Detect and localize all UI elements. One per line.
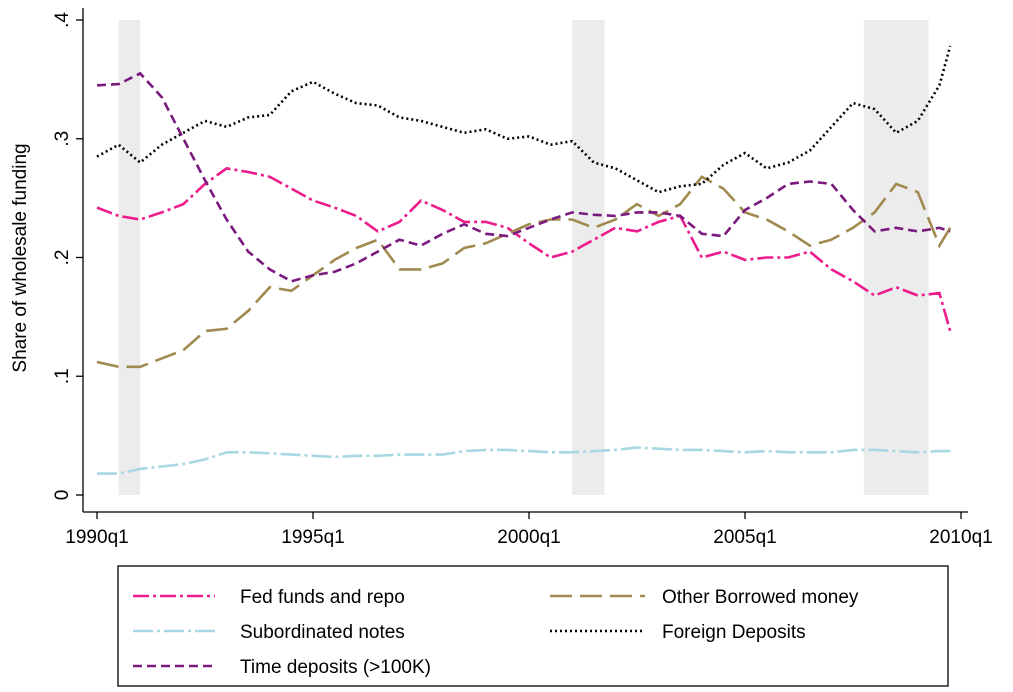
legend-box bbox=[117, 565, 949, 687]
shaded-period bbox=[118, 20, 141, 495]
series-line bbox=[96, 71, 951, 283]
legend-label: Fed funds and repo bbox=[240, 587, 405, 608]
y-tick-label: 0 bbox=[52, 490, 73, 501]
y-tick-label: .1 bbox=[52, 368, 73, 384]
series-line bbox=[97, 446, 951, 475]
series-line bbox=[96, 175, 952, 369]
shaded-period bbox=[863, 20, 929, 495]
shaded-period bbox=[572, 20, 605, 495]
x-tick-label: 1990q1 bbox=[65, 527, 128, 548]
x-tick-label: 2000q1 bbox=[497, 527, 560, 548]
y-tick-label: .3 bbox=[52, 131, 73, 147]
y-axis-label: Share of wholesale funding bbox=[10, 143, 31, 372]
legend-label: Time deposits (>100K) bbox=[240, 657, 431, 678]
series-line bbox=[96, 167, 952, 332]
series-line bbox=[96, 45, 952, 194]
x-tick-label: 1995q1 bbox=[281, 527, 344, 548]
legend-label: Subordinated notes bbox=[240, 622, 405, 643]
x-tick-label: 2010q1 bbox=[929, 527, 992, 548]
legend-label: Foreign Deposits bbox=[662, 622, 806, 643]
legend-label: Other Borrowed money bbox=[662, 587, 859, 608]
y-tick-label: .2 bbox=[52, 250, 73, 266]
y-tick-label: .4 bbox=[52, 12, 73, 28]
x-tick-label: 2005q1 bbox=[713, 527, 776, 548]
